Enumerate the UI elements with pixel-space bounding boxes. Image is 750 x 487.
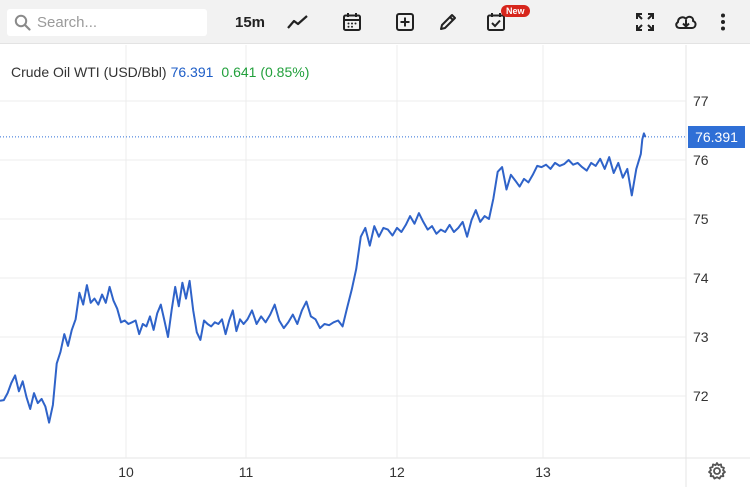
add-indicator-button[interactable]: [393, 10, 417, 34]
chart-type-button[interactable]: [285, 10, 311, 34]
y-tick-label: 72: [693, 388, 709, 404]
y-tick-label: 74: [693, 270, 709, 286]
legend-value: 76.391: [170, 64, 214, 80]
draw-icon: [440, 14, 456, 30]
x-tick-label: 13: [535, 464, 551, 480]
y-tick-label: 77: [693, 93, 709, 109]
x-tick-label: 12: [389, 464, 405, 480]
chart-legend: Crude Oil WTI (USD/Bbl) 76.391 0.641 (0.85…: [11, 64, 309, 80]
fullscreen-button[interactable]: [633, 10, 657, 34]
y-tick-label: 76: [693, 152, 709, 168]
events-button[interactable]: [484, 10, 508, 34]
toolbar: 15m: [0, 0, 750, 44]
events-icon: [487, 13, 505, 31]
settings-gear-icon[interactable]: [707, 461, 727, 481]
legend-change: 0.641 (0.85%): [221, 64, 310, 80]
search-input[interactable]: [37, 14, 187, 31]
price-chart[interactable]: 72 73 74 75 76 77 10 11 12 13: [0, 45, 750, 487]
y-tick-label: 73: [693, 329, 709, 345]
instrument-name: Crude Oil WTI (USD/Bbl): [11, 64, 167, 80]
x-tick-label: 10: [118, 464, 134, 480]
download-button[interactable]: [673, 10, 699, 34]
x-tick-label: 11: [239, 464, 254, 480]
y-tick-label: 75: [693, 211, 709, 227]
calendar-button[interactable]: [340, 10, 364, 34]
search-icon: [14, 14, 31, 31]
search-box[interactable]: [7, 9, 207, 36]
new-badge: New: [501, 5, 530, 17]
more-options-button[interactable]: [713, 10, 733, 34]
more-icon: [721, 13, 725, 31]
draw-button[interactable]: [436, 10, 460, 34]
chart-type-icon: [287, 15, 308, 29]
add-indicator-icon: [396, 13, 414, 31]
price-series-line: [0, 132, 647, 424]
interval-button[interactable]: 15m: [234, 13, 266, 31]
chart-area[interactable]: 72 73 74 75 76 77 10 11 12 13 Crude Oil WTI (USD/…: [0, 45, 750, 487]
calendar-icon: [343, 13, 361, 31]
last-price-tag: 76.391: [688, 125, 745, 148]
fullscreen-icon: [636, 13, 654, 31]
download-icon: [675, 15, 697, 29]
